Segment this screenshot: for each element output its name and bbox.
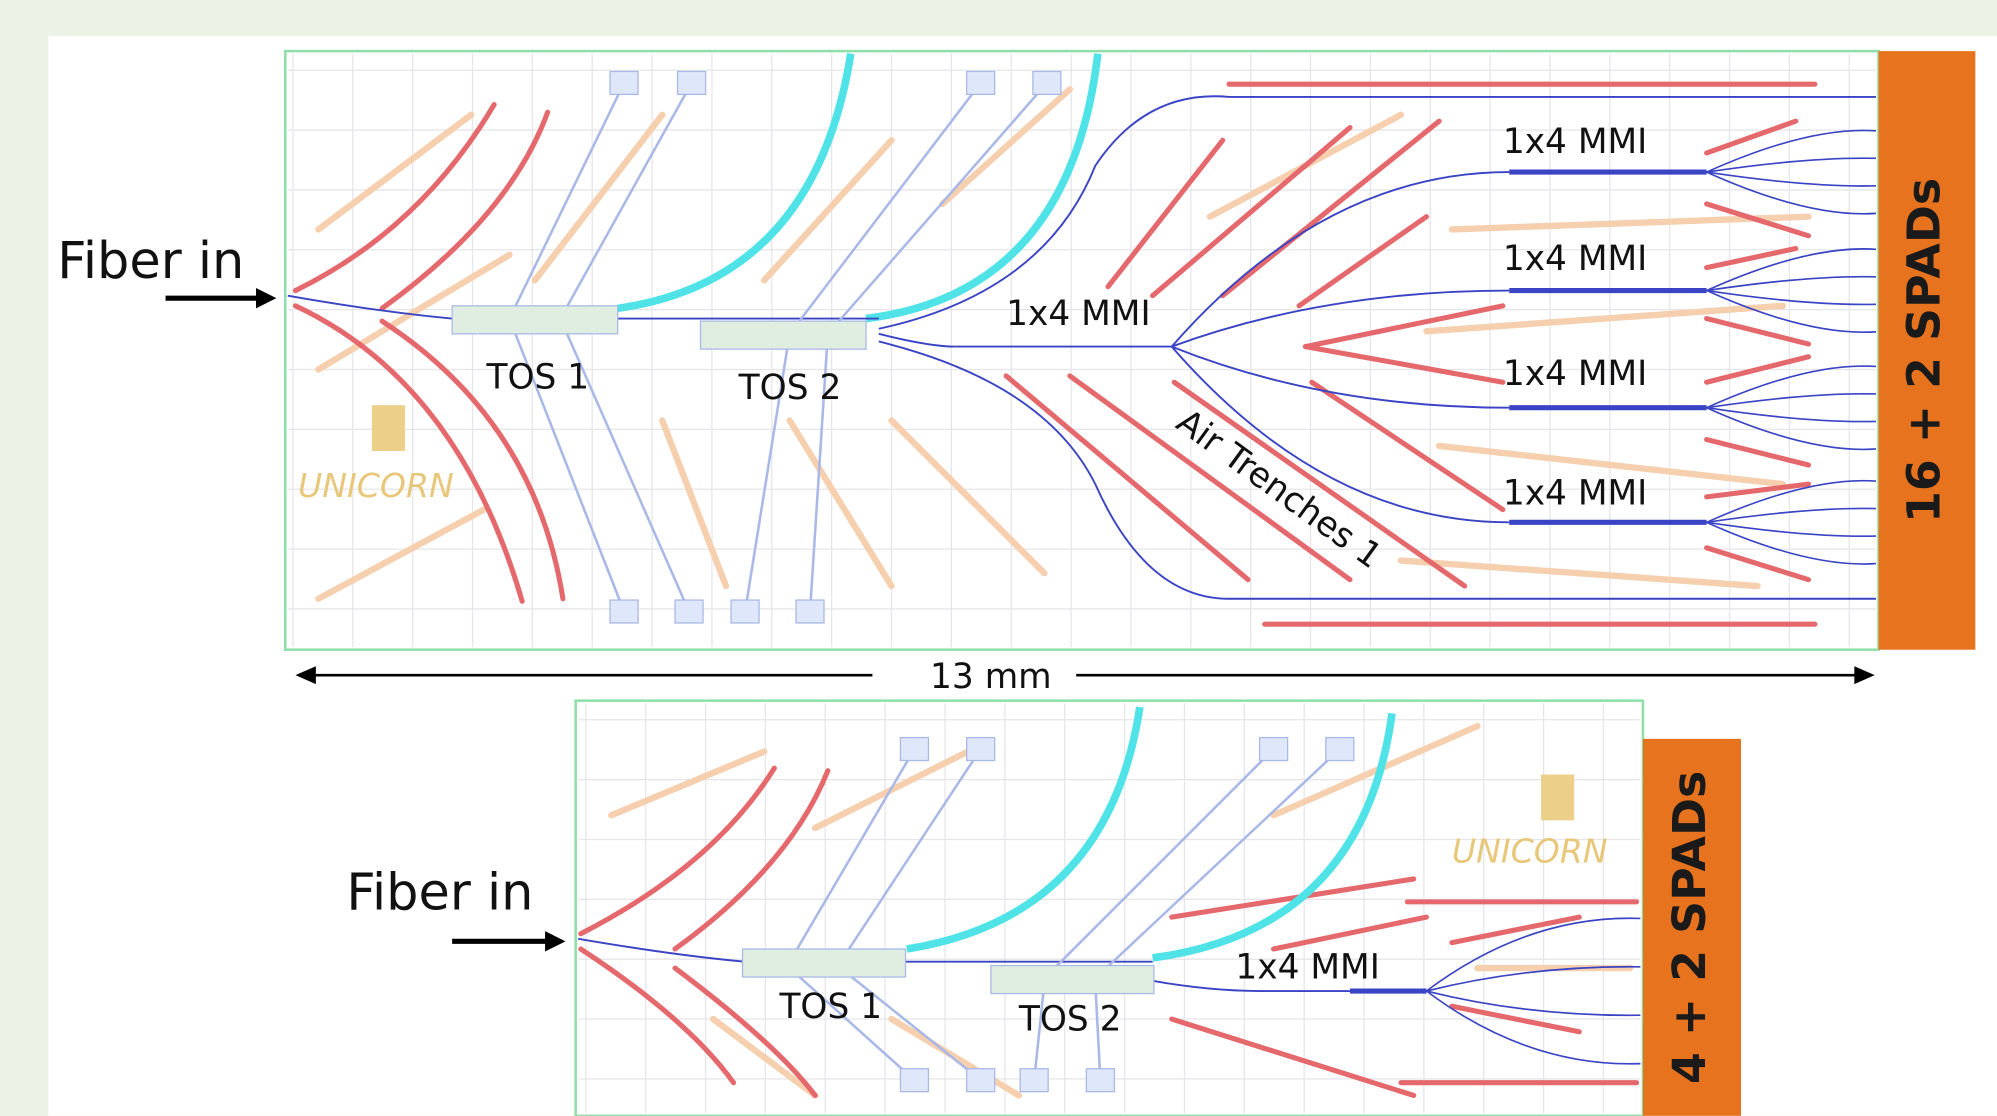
- pad: [1020, 1069, 1048, 1092]
- logo-mark: [372, 405, 405, 451]
- dimension-label: 13 mm: [930, 657, 1052, 697]
- pad: [967, 1069, 995, 1092]
- switch-label: TOS 2: [1018, 1000, 1122, 1040]
- page: 16 + 2 SPADs Fiber in TOS 1 TOS 2 1x4 MMI 1x4…: [0, 0, 1997, 1116]
- detector-label: 4 + 2 SPADs: [1662, 771, 1716, 1084]
- pad: [731, 600, 759, 623]
- switch: [743, 949, 906, 977]
- splitter-label: 1x4 MMI: [1503, 239, 1647, 279]
- splitter-label: 1x4 MMI: [1006, 294, 1150, 334]
- pad: [796, 600, 824, 623]
- input-label: Fiber in: [346, 864, 533, 923]
- pad: [967, 71, 995, 94]
- logo: UNICORN: [298, 466, 454, 505]
- detector-label: 16 + 2 SPADs: [1896, 178, 1950, 523]
- splitter-label: 1x4 MMI: [1503, 122, 1647, 162]
- switch: [991, 966, 1154, 994]
- switch-label: TOS 1: [778, 987, 882, 1027]
- switch-label: TOS 2: [738, 368, 842, 408]
- input-label: Fiber in: [57, 232, 244, 291]
- pad: [1033, 71, 1061, 94]
- pad: [678, 71, 706, 94]
- pad: [967, 738, 995, 761]
- switch-label: TOS 1: [486, 358, 590, 398]
- splitter-label: 1x4 MMI: [1503, 354, 1647, 394]
- pad: [1260, 738, 1288, 761]
- switch: [700, 321, 866, 349]
- logo-mark: [1541, 775, 1574, 821]
- splitter-label: 1x4 MMI: [1235, 947, 1379, 987]
- pad: [900, 738, 928, 761]
- pad: [1086, 1069, 1114, 1092]
- switch: [452, 306, 618, 334]
- pad: [675, 600, 703, 623]
- pad: [1326, 738, 1354, 761]
- pad: [610, 71, 638, 94]
- pad: [610, 600, 638, 623]
- pad: [900, 1069, 928, 1092]
- logo: UNICORN: [1452, 831, 1608, 870]
- splitter-label: 1x4 MMI: [1503, 474, 1647, 514]
- figure: 16 + 2 SPADs Fiber in TOS 1 TOS 2 1x4 MMI 1x4…: [0, 0, 1997, 1116]
